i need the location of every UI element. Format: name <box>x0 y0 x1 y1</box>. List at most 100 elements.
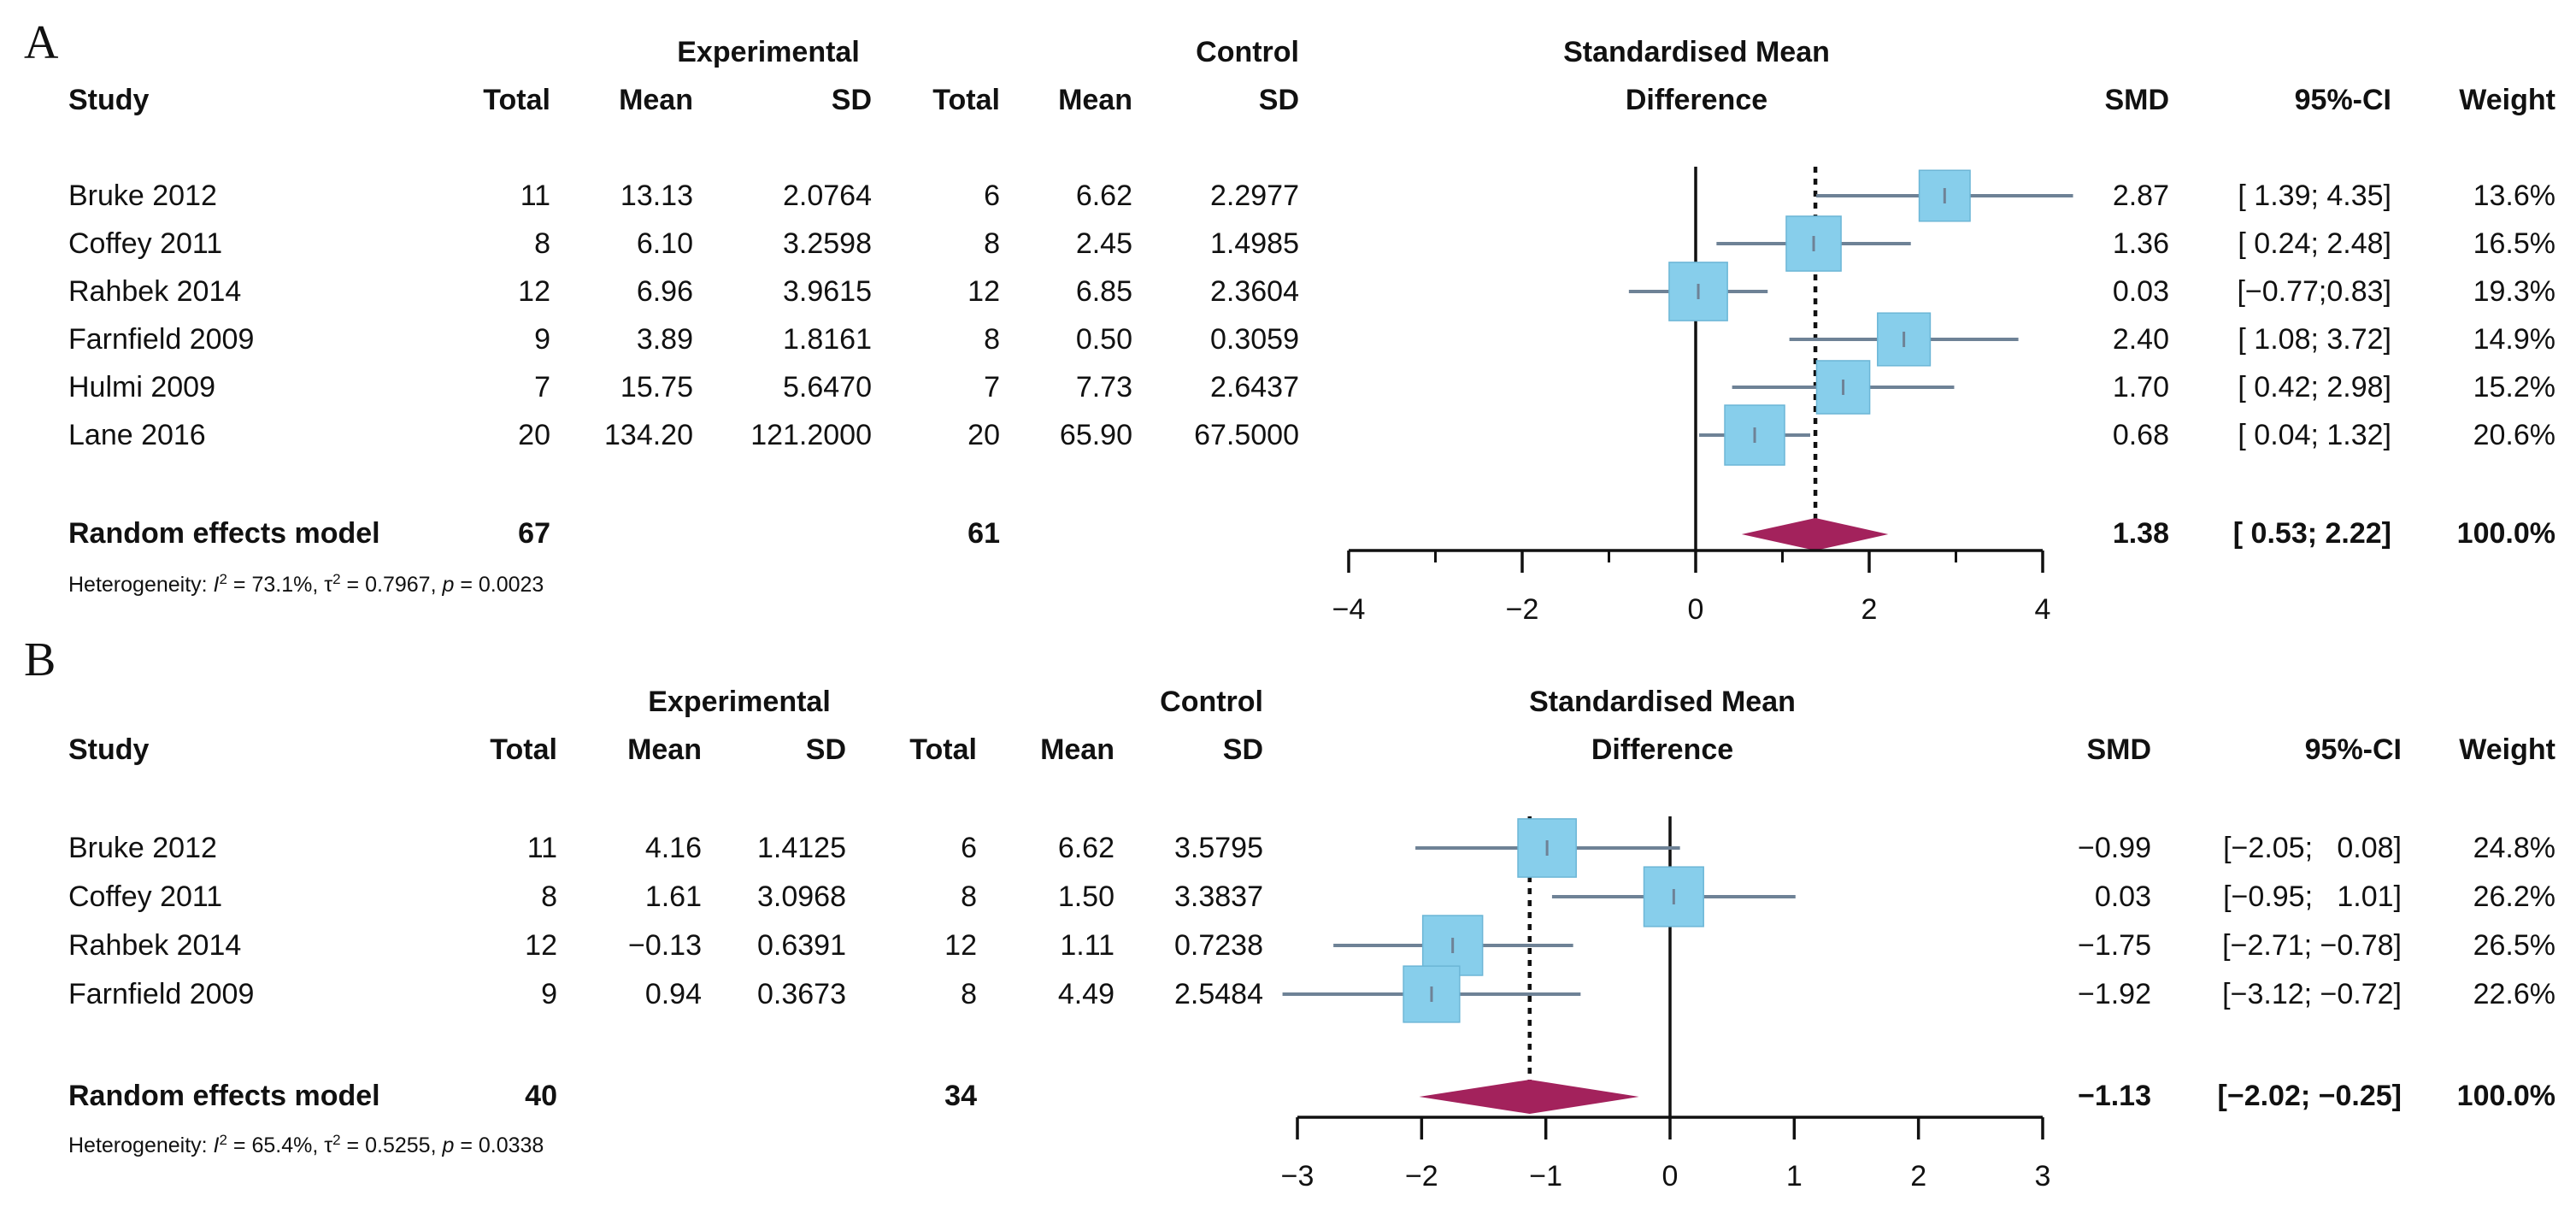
ctl-mean-value: 1.11 <box>1060 929 1115 962</box>
exp-mean-value: 15.75 <box>620 371 693 403</box>
ctl-mean-value: 4.49 <box>1058 978 1115 1010</box>
smd-value: 0.03 <box>2113 275 2169 308</box>
ci-value: [ 1.08; 3.72] <box>2238 323 2391 356</box>
header-effect-line1: Standardised Mean <box>1529 686 1796 718</box>
ctl-sd-value: 3.5795 <box>1174 832 1263 864</box>
x-axis-tick-label: −2 <box>1405 1160 1438 1192</box>
study-name: Farnfield 2009 <box>68 978 254 1010</box>
summary-label: Random effects model <box>68 1080 380 1112</box>
heterogeneity-prefix: Heterogeneity: <box>68 1134 214 1157</box>
ctl-sd-value: 67.5000 <box>1194 419 1299 451</box>
weight-value: 19.3% <box>2473 275 2555 308</box>
study-name: Coffey 2011 <box>68 880 222 913</box>
exp-total-value: 7 <box>534 371 550 403</box>
x-axis-tick-label: −3 <box>1281 1160 1314 1192</box>
exp-sd-value: 1.4125 <box>757 832 846 864</box>
exp-sd-value: 2.0764 <box>783 180 872 212</box>
exp-sd-value: 3.0968 <box>757 880 846 913</box>
forest-panel-a: Experimental Control Standardised Mean Diff… <box>68 36 2555 626</box>
ctl-total-value: 6 <box>984 180 1000 212</box>
heterogeneity-i-symbol: I <box>214 1134 220 1157</box>
x-axis-tick-label: −2 <box>1506 593 1539 626</box>
exp-mean-value: 4.16 <box>645 832 702 864</box>
header-ctl-mean: Mean <box>1040 733 1115 766</box>
heterogeneity-i-value: = 65.4%, <box>227 1134 324 1157</box>
header-effect-line2: Difference <box>1626 84 1767 116</box>
header-exp-sd: SD <box>806 733 846 766</box>
exp-mean-value: 3.89 <box>637 323 693 356</box>
weight-value: 14.9% <box>2473 323 2555 356</box>
ctl-total-value: 8 <box>984 323 1000 356</box>
study-name: Rahbek 2014 <box>68 929 241 962</box>
header-ci: 95%-CI <box>2305 733 2402 766</box>
study-name: Rahbek 2014 <box>68 275 241 308</box>
ci-value: [ 1.39; 4.35] <box>2238 180 2391 212</box>
weight-value: 26.5% <box>2473 929 2555 962</box>
ctl-sd-value: 1.4985 <box>1210 227 1299 260</box>
forest-panel-b: Experimental Control Standardised Mean Diff… <box>68 686 2555 1192</box>
header-exp-mean: Mean <box>627 733 702 766</box>
heterogeneity-i-exp: 2 <box>220 571 227 587</box>
weight-value: 24.8% <box>2473 832 2555 864</box>
ctl-total-value: 8 <box>961 978 977 1010</box>
ctl-sd-value: 0.3059 <box>1210 323 1299 356</box>
heterogeneity-tau-value: = 0.7967, <box>341 573 443 597</box>
x-axis-tick-label: 3 <box>2035 1160 2051 1192</box>
ctl-mean-value: 1.50 <box>1058 880 1115 913</box>
ci-value: [−0.77;0.83] <box>2237 275 2391 308</box>
ci-value: [ 0.24; 2.48] <box>2238 227 2391 260</box>
ctl-sd-value: 3.3837 <box>1174 880 1263 913</box>
header-control: Control <box>1196 36 1299 68</box>
ci-value: [−3.12; −0.72] <box>2222 978 2402 1010</box>
summary-smd: −1.13 <box>2078 1080 2151 1112</box>
smd-value: −1.92 <box>2078 978 2151 1010</box>
header-smd: SMD <box>2086 733 2151 766</box>
heterogeneity-i-symbol: I <box>214 573 220 597</box>
heterogeneity-text: Heterogeneity: I2 = 73.1%, τ2 = 0.7967, … <box>68 571 544 598</box>
study-name: Coffey 2011 <box>68 227 222 260</box>
ctl-mean-value: 65.90 <box>1060 419 1132 451</box>
heterogeneity-i-value: = 73.1%, <box>227 573 324 597</box>
exp-mean-value: 13.13 <box>620 180 693 212</box>
header-effect-line1: Standardised Mean <box>1563 36 1830 68</box>
x-axis-tick-label: 0 <box>1688 593 1704 626</box>
ctl-total-value: 12 <box>944 929 977 962</box>
ci-value: [−2.05; 0.08] <box>2223 832 2402 864</box>
exp-total-value: 11 <box>527 832 557 864</box>
exp-total-value: 12 <box>518 275 550 308</box>
x-axis-tick-label: 4 <box>2035 593 2051 626</box>
x-axis-tick-label: −4 <box>1332 593 1366 626</box>
header-weight: Weight <box>2459 733 2555 766</box>
ctl-total-value: 6 <box>961 832 977 864</box>
smd-value: 0.68 <box>2113 419 2169 451</box>
heterogeneity-tau-symbol: τ <box>324 1134 332 1157</box>
ctl-total-value: 7 <box>984 371 1000 403</box>
header-experimental: Experimental <box>648 686 831 718</box>
header-weight: Weight <box>2459 84 2555 116</box>
heterogeneity-p-value: = 0.0023 <box>454 573 544 597</box>
heterogeneity-p-symbol: p <box>441 573 454 597</box>
header-effect-line2: Difference <box>1591 733 1733 766</box>
summary-diamond <box>1419 1080 1639 1114</box>
heterogeneity-tau-value: = 0.5255, <box>341 1134 443 1157</box>
ctl-mean-value: 6.85 <box>1076 275 1132 308</box>
study-name: Farnfield 2009 <box>68 323 254 356</box>
ctl-total-value: 20 <box>967 419 1000 451</box>
exp-sd-value: 3.2598 <box>783 227 872 260</box>
exp-sd-value: 5.6470 <box>783 371 872 403</box>
ci-value: [−0.95; 1.01] <box>2223 880 2402 913</box>
exp-total-value: 11 <box>520 180 550 212</box>
study-name: Bruke 2012 <box>68 180 217 212</box>
exp-sd-value: 0.6391 <box>757 929 846 962</box>
ctl-mean-value: 7.73 <box>1076 371 1132 403</box>
weight-value: 15.2% <box>2473 371 2555 403</box>
summary-smd: 1.38 <box>2113 517 2169 550</box>
heterogeneity-tau-symbol: τ <box>324 573 332 597</box>
ctl-mean-value: 6.62 <box>1058 832 1115 864</box>
x-axis-tick-label: 0 <box>1662 1160 1679 1192</box>
header-exp-sd: SD <box>832 84 872 116</box>
header-ctl-total: Total <box>932 84 1000 116</box>
exp-mean-value: 0.94 <box>645 978 702 1010</box>
weight-value: 26.2% <box>2473 880 2555 913</box>
